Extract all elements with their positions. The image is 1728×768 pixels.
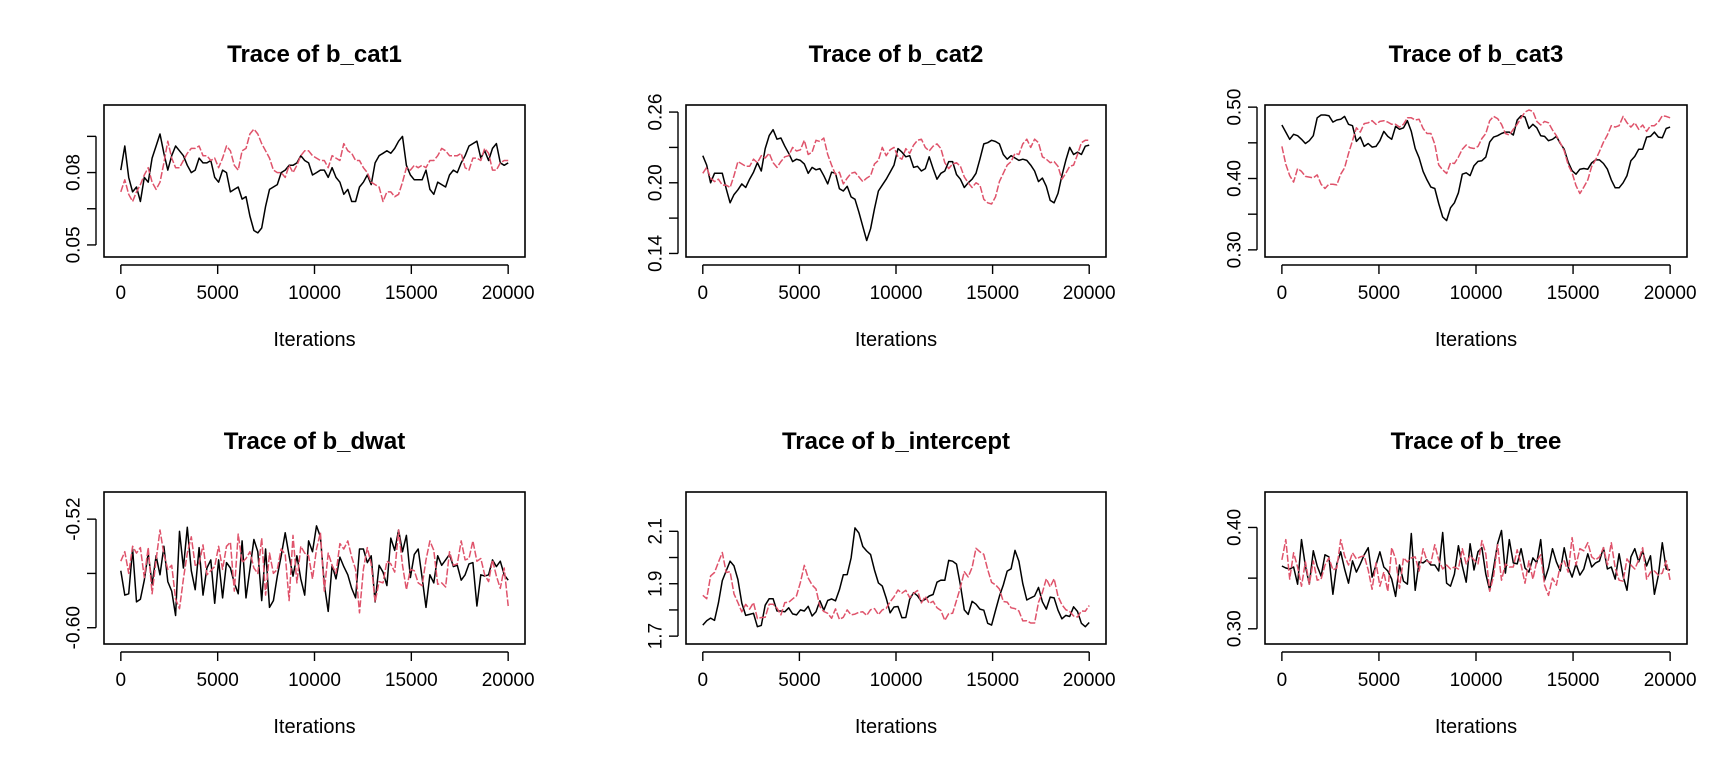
- plot-frame: [1264, 491, 1688, 645]
- trace-panel: Trace of b_cat3 0 5000 10000 15000 20000 Itera…: [1225, 41, 1697, 351]
- x-tick-label: 10000: [1450, 670, 1503, 691]
- plot-frame: [103, 104, 526, 258]
- y-tick-label: 0.40: [1225, 509, 1246, 546]
- y-tick-label: 0.20: [646, 164, 667, 201]
- x-tick-label: 0: [1277, 670, 1288, 691]
- x-tick-label: 10000: [1450, 283, 1503, 304]
- trace-panel: Trace of b_intercept 0 5000 10000 15000 20000…: [646, 428, 1116, 738]
- y-tick-label: 0.30: [1225, 610, 1246, 647]
- chain-2-trace-line: [1281, 109, 1671, 195]
- plot-frame: [103, 491, 526, 645]
- y-tick-label: 0.14: [646, 235, 667, 272]
- chain-2-trace-line: [702, 547, 1090, 624]
- x-tick-label: 20000: [1644, 283, 1697, 304]
- x-tick-label: 10000: [870, 670, 923, 691]
- panel-title: Trace of b_intercept: [782, 428, 1010, 455]
- x-tick-label: 10000: [288, 283, 341, 304]
- x-tick-label: 15000: [1547, 670, 1600, 691]
- plot-frame: [1264, 104, 1688, 258]
- trace-panel: Trace of b_cat1 0 5000 10000 15000 20000 Itera…: [64, 41, 535, 351]
- x-tick-label: 15000: [966, 283, 1019, 304]
- x-tick-label: 5000: [778, 283, 820, 304]
- x-tick-label: 5000: [197, 283, 239, 304]
- x-tick-label: 10000: [288, 670, 341, 691]
- y-tick-label: 2.1: [646, 518, 667, 544]
- y-tick-label: 0.05: [64, 226, 85, 263]
- x-tick-label: 5000: [1358, 670, 1400, 691]
- y-tick-label: 0.40: [1225, 160, 1246, 197]
- y-tick-label: 0.30: [1225, 231, 1246, 268]
- panel-title: Trace of b_tree: [1391, 428, 1562, 455]
- y-tick-label: 0.26: [646, 94, 667, 131]
- x-axis-label: Iterations: [1435, 716, 1517, 738]
- chain-1-trace-line: [120, 525, 509, 617]
- panel-title: Trace of b_cat1: [227, 41, 402, 68]
- x-axis-label: Iterations: [1435, 329, 1517, 351]
- x-tick-label: 20000: [1063, 283, 1116, 304]
- x-tick-label: 15000: [385, 670, 438, 691]
- y-tick-label: 0.08: [64, 154, 85, 191]
- chain-1-trace-line: [120, 133, 509, 234]
- x-tick-label: 20000: [1644, 670, 1697, 691]
- x-tick-label: 0: [116, 670, 127, 691]
- chain-2-trace-line: [702, 137, 1090, 205]
- chain-1-trace-line: [702, 128, 1090, 242]
- plot-frame: [685, 491, 1107, 645]
- x-tick-label: 20000: [482, 283, 535, 304]
- chain-1-trace-line: [1281, 114, 1671, 222]
- panel-title: Trace of b_dwat: [224, 428, 405, 455]
- x-tick-label: 15000: [966, 670, 1019, 691]
- chain-2-trace-line: [1281, 536, 1671, 597]
- chain-2-trace-line: [120, 128, 509, 203]
- trace-panel: Trace of b_tree 0 5000 10000 15000 20000 Itera…: [1225, 428, 1697, 738]
- panel-title: Trace of b_cat3: [1389, 41, 1564, 68]
- x-tick-label: 5000: [197, 670, 239, 691]
- y-tick-label: 0.50: [1225, 89, 1246, 126]
- plot-frame: [685, 104, 1107, 258]
- x-tick-label: 0: [698, 670, 709, 691]
- y-tick-label: -0.52: [64, 497, 85, 540]
- trace-panel: Trace of b_cat2 0 5000 10000 15000 20000 Itera…: [646, 41, 1116, 351]
- x-tick-label: 20000: [482, 670, 535, 691]
- x-axis-label: Iterations: [273, 716, 355, 738]
- x-tick-label: 0: [698, 283, 709, 304]
- x-tick-label: 10000: [870, 283, 923, 304]
- x-tick-label: 0: [1277, 283, 1288, 304]
- x-tick-label: 5000: [1358, 283, 1400, 304]
- y-tick-label: 1.7: [646, 623, 667, 649]
- y-tick-label: -0.60: [64, 606, 85, 649]
- x-axis-label: Iterations: [855, 716, 937, 738]
- trace-panel: Trace of b_dwat 0 5000 10000 15000 20000 Itera…: [64, 428, 535, 738]
- x-tick-label: 5000: [778, 670, 820, 691]
- x-tick-label: 0: [116, 283, 127, 304]
- chain-2-trace-line: [120, 529, 509, 614]
- chain-1-trace-line: [702, 527, 1090, 628]
- x-axis-label: Iterations: [273, 329, 355, 351]
- x-tick-label: 15000: [385, 283, 438, 304]
- panel-title: Trace of b_cat2: [809, 41, 984, 68]
- x-tick-label: 20000: [1063, 670, 1116, 691]
- y-tick-label: 1.9: [646, 571, 667, 597]
- x-axis-label: Iterations: [855, 329, 937, 351]
- x-tick-label: 15000: [1547, 283, 1600, 304]
